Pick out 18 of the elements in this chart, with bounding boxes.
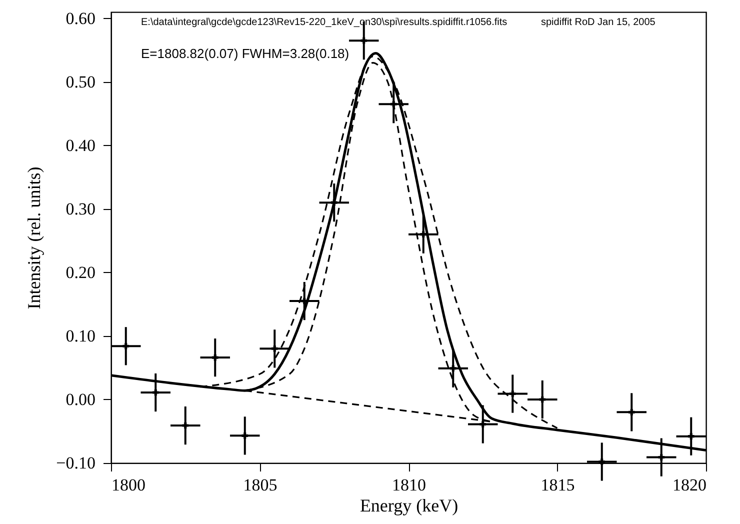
x-axis-title: Energy (keV) xyxy=(360,496,458,516)
y-tick-label: 0.20 xyxy=(66,262,96,282)
y-tick-label: 0.60 xyxy=(66,8,96,28)
y-tick-label: 0.10 xyxy=(66,326,96,346)
annotation: E:\data\integral\gcde\gcde123\Rev15-220_1keV_on30\spi\results.spidiffit.r1056.fits xyxy=(141,17,508,28)
y-tick-label: 0.40 xyxy=(66,136,96,155)
annotation: E=1808.82(0.07) FWHM=3.28(0.18) xyxy=(141,46,350,61)
x-tick-label: 1815 xyxy=(540,476,575,494)
y-axis-title: Intensity (rel. units) xyxy=(24,166,44,310)
x-tick-label: 1820 xyxy=(672,476,706,494)
x-tick-label: 1800 xyxy=(112,476,146,494)
x-tick-label: 1805 xyxy=(243,476,278,494)
x-tick-label: 1810 xyxy=(392,476,426,494)
y-tick-label: −0.10 xyxy=(56,454,96,472)
y-tick-label: 0.00 xyxy=(66,390,96,409)
annotation: spidiffit RoD Jan 15, 2005 xyxy=(541,17,656,28)
y-tick-label: 0.30 xyxy=(66,199,96,218)
y-tick-label: 0.50 xyxy=(66,72,96,92)
